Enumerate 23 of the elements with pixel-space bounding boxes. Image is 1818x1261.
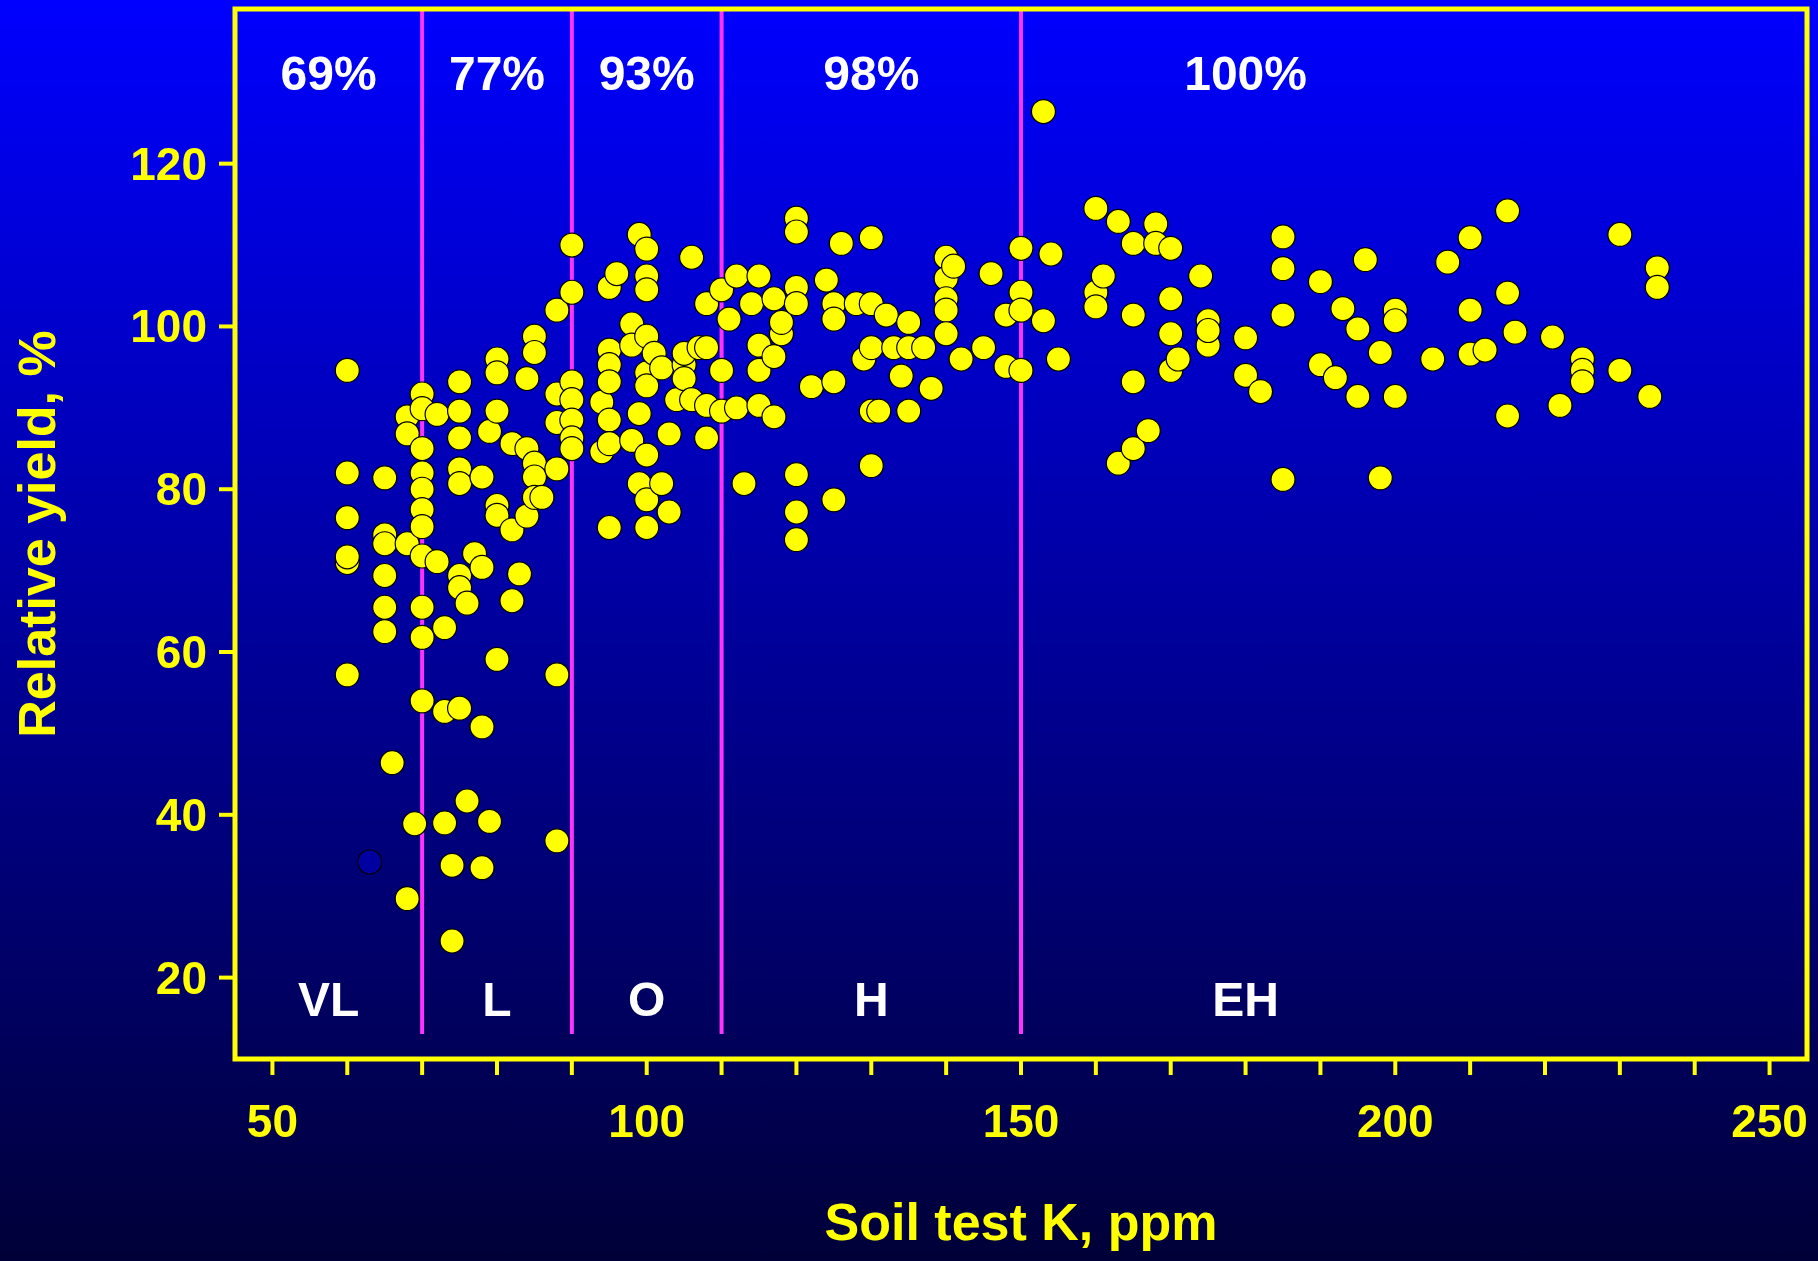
annotation: 77% xyxy=(448,46,546,100)
annotation: 98% xyxy=(823,46,920,100)
y-tick-label: 120 xyxy=(130,137,207,190)
annotation: 93% xyxy=(598,46,695,100)
annotation: H xyxy=(853,972,889,1026)
y-tick-label: 40 xyxy=(155,788,207,841)
annotation: O xyxy=(628,972,666,1026)
x-tick-label: 250 xyxy=(1731,1095,1808,1147)
x-axis-title: Soil test K, ppm xyxy=(824,1193,1218,1251)
annotation: 69% xyxy=(280,46,377,100)
annotation: VL xyxy=(297,972,360,1026)
y-tick-label: 100 xyxy=(130,300,207,353)
x-tick-label: 200 xyxy=(1356,1095,1434,1147)
annotation: L xyxy=(482,972,512,1026)
y-tick-label: 60 xyxy=(155,626,207,679)
annotation: 100% xyxy=(1184,46,1307,100)
x-tick-label: 100 xyxy=(608,1095,686,1147)
y-tick-label: 80 xyxy=(155,463,207,516)
annotation: EH xyxy=(1212,972,1279,1026)
y-tick-label: 20 xyxy=(155,951,207,1004)
x-tick-label: 150 xyxy=(982,1095,1060,1147)
x-tick-label: 50 xyxy=(246,1095,299,1147)
y-axis-title: Relative yield, % xyxy=(8,330,66,738)
